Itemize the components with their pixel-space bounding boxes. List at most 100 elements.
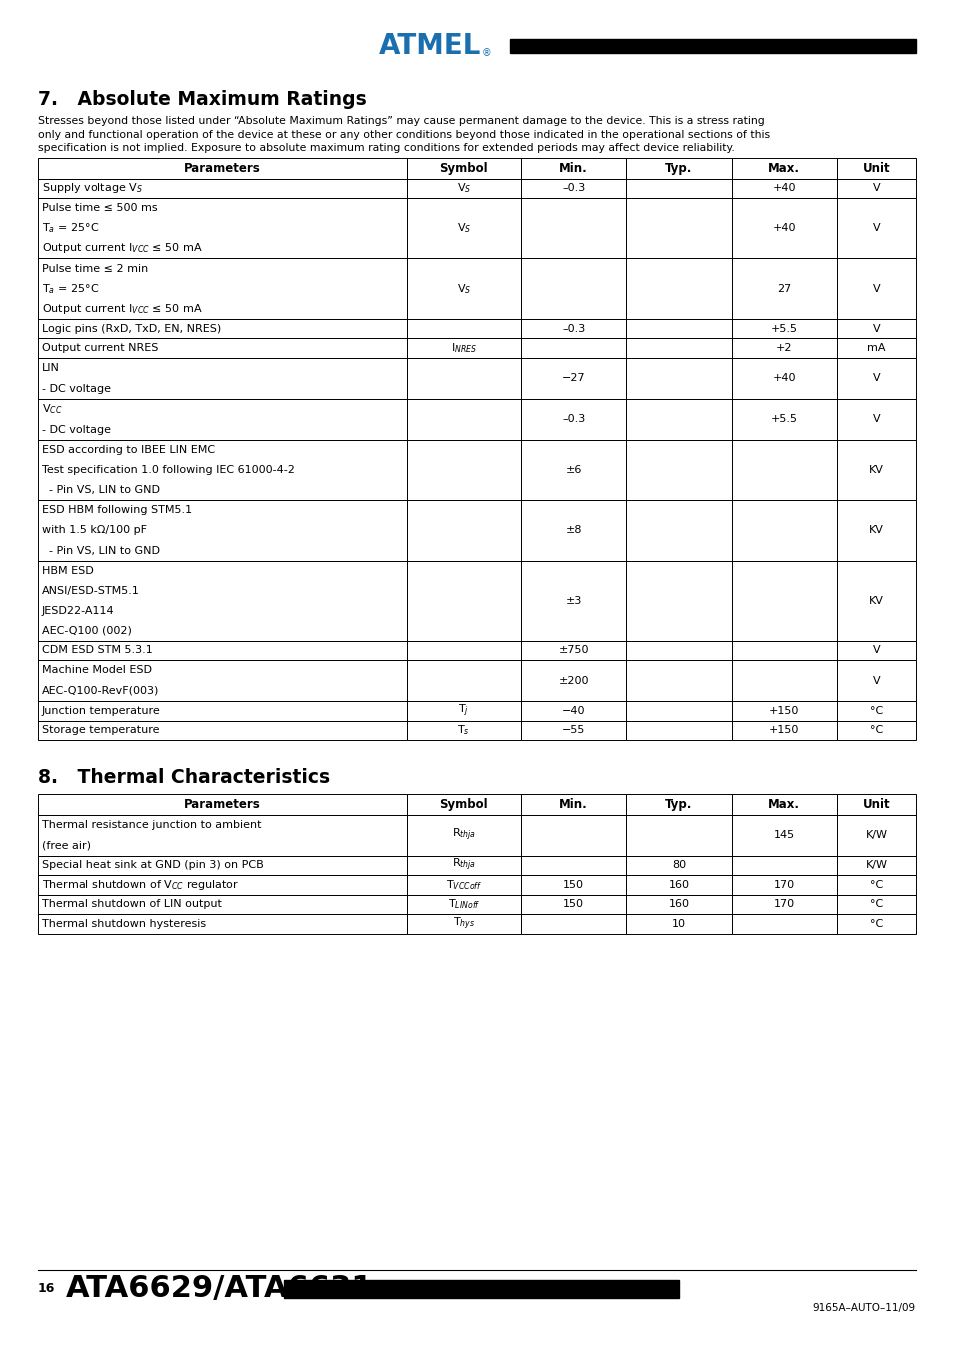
- Bar: [625, 358, 731, 398]
- Text: LIN: LIN: [42, 363, 60, 373]
- Bar: [38, 560, 406, 641]
- Text: 7.   Absolute Maximum Ratings: 7. Absolute Maximum Ratings: [38, 90, 366, 109]
- Bar: [406, 701, 520, 721]
- Text: JESD22-A114: JESD22-A114: [42, 606, 114, 616]
- Bar: [625, 198, 731, 258]
- Bar: [38, 501, 406, 560]
- Bar: [38, 319, 406, 339]
- Bar: [836, 560, 915, 641]
- Bar: [406, 914, 520, 934]
- Bar: [520, 319, 625, 339]
- Bar: [836, 794, 915, 814]
- Bar: [406, 198, 520, 258]
- Bar: [731, 660, 836, 701]
- Text: –0.3: –0.3: [561, 324, 584, 333]
- Text: Output current NRES: Output current NRES: [42, 343, 158, 354]
- Text: Thermal shutdown of V$_{CC}$ regulator: Thermal shutdown of V$_{CC}$ regulator: [42, 878, 239, 892]
- Text: Supply voltage V$_S$: Supply voltage V$_S$: [42, 181, 143, 196]
- Text: ±3: ±3: [565, 595, 581, 606]
- Bar: [520, 198, 625, 258]
- Text: Min.: Min.: [558, 162, 587, 174]
- Bar: [625, 560, 731, 641]
- Bar: [836, 814, 915, 856]
- Bar: [625, 660, 731, 701]
- Text: T$_a$ = 25°C: T$_a$ = 25°C: [42, 282, 99, 296]
- Bar: [406, 339, 520, 358]
- Text: V$_{CC}$: V$_{CC}$: [42, 402, 63, 416]
- Bar: [406, 501, 520, 560]
- Bar: [406, 440, 520, 501]
- Bar: [625, 258, 731, 319]
- Bar: [731, 178, 836, 198]
- Text: Parameters: Parameters: [184, 162, 260, 174]
- Bar: [38, 178, 406, 198]
- Bar: [836, 440, 915, 501]
- Bar: [520, 721, 625, 740]
- Text: Typ.: Typ.: [664, 162, 692, 174]
- Text: KV: KV: [868, 595, 883, 606]
- Text: V: V: [872, 324, 880, 333]
- Bar: [731, 721, 836, 740]
- Bar: [731, 198, 836, 258]
- Text: °C: °C: [869, 919, 882, 929]
- Bar: [520, 501, 625, 560]
- Text: V: V: [872, 414, 880, 424]
- Text: V: V: [872, 223, 880, 234]
- Text: 170: 170: [773, 880, 794, 890]
- Text: ANSI/ESD-STM5.1: ANSI/ESD-STM5.1: [42, 586, 140, 595]
- Bar: [406, 398, 520, 440]
- Bar: [520, 560, 625, 641]
- Text: Symbol: Symbol: [439, 798, 488, 811]
- Bar: [520, 660, 625, 701]
- Bar: [520, 158, 625, 178]
- Text: - DC voltage: - DC voltage: [42, 424, 111, 435]
- Bar: [406, 895, 520, 914]
- Bar: [406, 560, 520, 641]
- Text: KV: KV: [868, 464, 883, 475]
- Text: Min.: Min.: [558, 798, 587, 811]
- Bar: [406, 258, 520, 319]
- Bar: [731, 701, 836, 721]
- Text: +5.5: +5.5: [770, 324, 797, 333]
- Bar: [836, 358, 915, 398]
- Bar: [520, 856, 625, 875]
- Text: T$_{VCCoff}$: T$_{VCCoff}$: [445, 878, 481, 892]
- Text: Max.: Max.: [767, 798, 800, 811]
- Text: –0.3: –0.3: [561, 184, 584, 193]
- Bar: [625, 158, 731, 178]
- Bar: [510, 39, 915, 53]
- Bar: [836, 914, 915, 934]
- Bar: [625, 721, 731, 740]
- Bar: [625, 875, 731, 895]
- Text: K/W: K/W: [864, 860, 886, 871]
- Bar: [38, 641, 406, 660]
- Bar: [731, 814, 836, 856]
- Text: Special heat sink at GND (pin 3) on PCB: Special heat sink at GND (pin 3) on PCB: [42, 860, 263, 871]
- Bar: [406, 721, 520, 740]
- Bar: [731, 560, 836, 641]
- Bar: [836, 258, 915, 319]
- Bar: [38, 794, 406, 814]
- Bar: [731, 319, 836, 339]
- Text: +40: +40: [772, 184, 795, 193]
- Bar: [731, 258, 836, 319]
- Text: V: V: [872, 645, 880, 655]
- Bar: [38, 339, 406, 358]
- Text: Pulse time ≤ 2 min: Pulse time ≤ 2 min: [42, 263, 148, 274]
- Bar: [520, 794, 625, 814]
- Text: T$_{LINoff}$: T$_{LINoff}$: [447, 898, 479, 911]
- Text: Junction temperature: Junction temperature: [42, 706, 161, 716]
- Bar: [406, 660, 520, 701]
- Text: Storage temperature: Storage temperature: [42, 725, 159, 736]
- Text: HBM ESD: HBM ESD: [42, 566, 93, 575]
- Bar: [406, 814, 520, 856]
- Bar: [625, 339, 731, 358]
- Text: Parameters: Parameters: [184, 798, 260, 811]
- Bar: [625, 814, 731, 856]
- Bar: [625, 794, 731, 814]
- Bar: [731, 856, 836, 875]
- Bar: [731, 641, 836, 660]
- Text: Logic pins (RxD, TxD, EN, NRES): Logic pins (RxD, TxD, EN, NRES): [42, 324, 221, 333]
- Text: 150: 150: [562, 880, 583, 890]
- Text: Typ.: Typ.: [664, 798, 692, 811]
